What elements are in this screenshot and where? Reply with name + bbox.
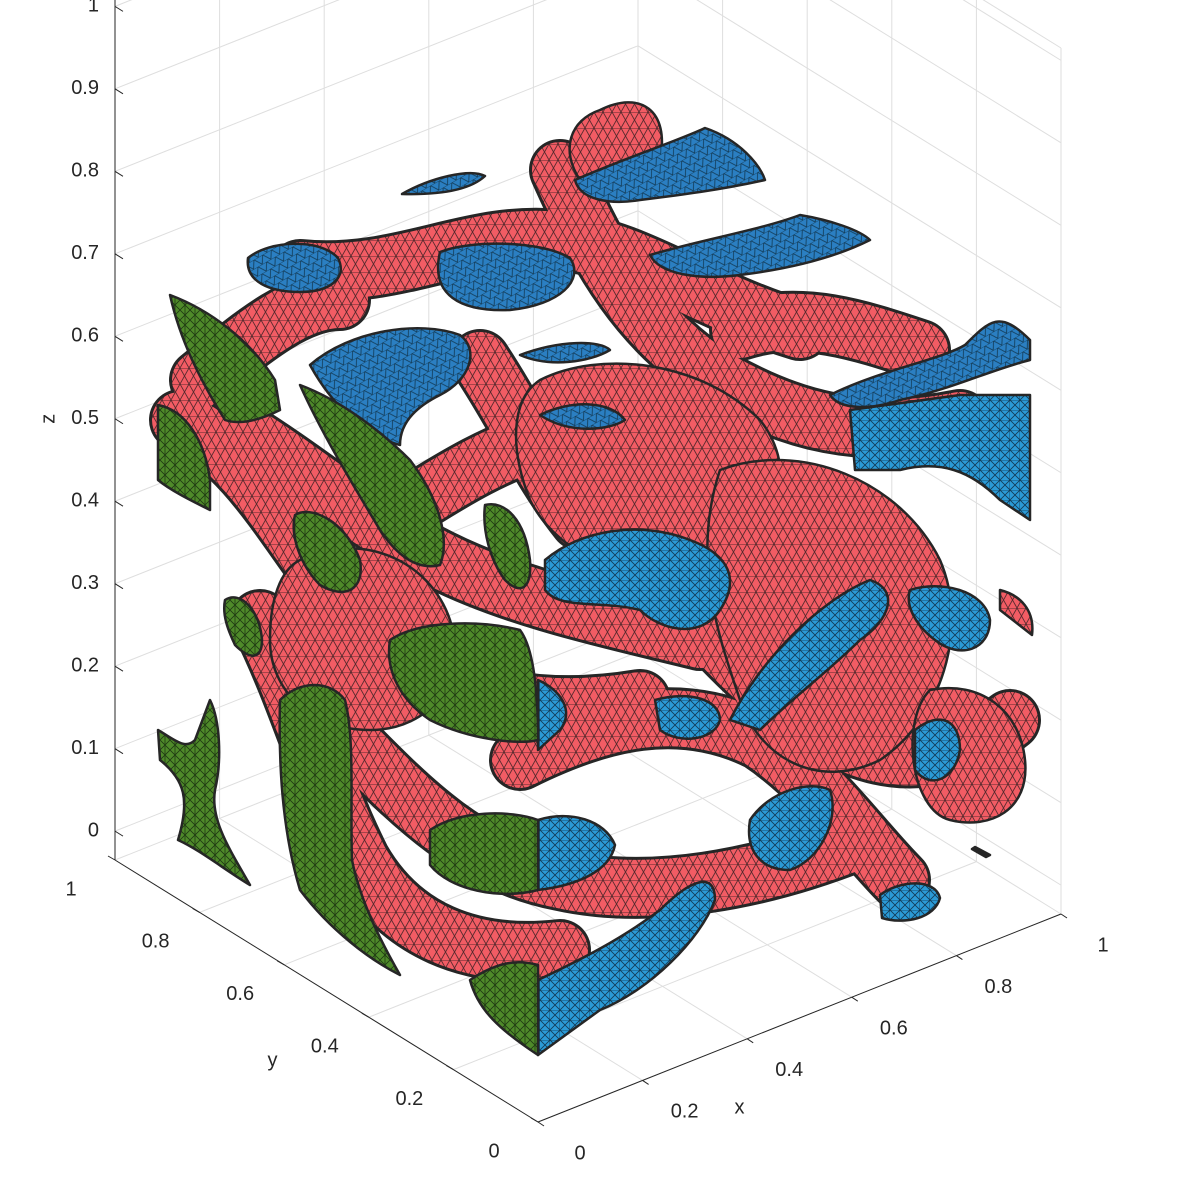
x-tick-label: 0.4 xyxy=(775,1059,803,1081)
axes: 0 0.2 0.4 0.6 0.8 1 0 0.2 0.4 0.6 0.8 1 0 0.1 0.2 0.3 0.… xyxy=(37,0,1109,1164)
z-tick-label: 0.5 xyxy=(71,407,99,429)
z-tick-label: 0 xyxy=(88,819,99,841)
y-tick xyxy=(530,1117,539,1123)
z-tick-label: 0.4 xyxy=(71,490,99,512)
x-tick xyxy=(642,1079,649,1085)
x-tick xyxy=(956,955,963,961)
z-tick xyxy=(114,748,124,755)
z-tick xyxy=(114,830,124,837)
z-tick-label: 0.1 xyxy=(71,737,99,759)
y-axis-label: y xyxy=(268,1049,278,1071)
y-tick xyxy=(192,907,200,913)
z-tick xyxy=(114,583,124,590)
z-tick xyxy=(114,418,124,425)
x-tick-label: 0.2 xyxy=(671,1101,699,1123)
z-tick-label: 0.8 xyxy=(71,160,99,182)
y-tick-label: 1 xyxy=(65,878,76,900)
z-tick xyxy=(114,335,124,342)
y-tick-label: 0.2 xyxy=(395,1088,423,1110)
z-tick-label: 0.6 xyxy=(71,325,99,347)
gridline-z xyxy=(637,45,1062,309)
x-tick-label: 0.6 xyxy=(880,1017,908,1039)
z-tick-label: 0.9 xyxy=(71,77,99,99)
x-tick-label: 0 xyxy=(574,1142,585,1164)
z-tick-label: 1 xyxy=(88,0,99,17)
x-axis-line xyxy=(537,913,1062,1123)
y-tick-label: 0.8 xyxy=(142,931,170,953)
z-tick xyxy=(114,170,124,177)
x-tick xyxy=(746,1038,754,1044)
x-tick-label: 0.8 xyxy=(984,976,1012,998)
z-tick xyxy=(114,500,124,507)
gridline-z xyxy=(114,45,639,255)
z-tick xyxy=(114,88,124,95)
y-tick xyxy=(446,1065,454,1071)
x-axis-label: x xyxy=(735,1096,745,1118)
z-tick-label: 0.2 xyxy=(71,654,99,676)
x-tick xyxy=(1060,913,1068,919)
z-tick-label: 0.3 xyxy=(71,572,99,594)
isosurface xyxy=(149,101,1041,1057)
z-axis-label: z xyxy=(37,414,59,424)
z-tick xyxy=(114,253,124,260)
box-edge xyxy=(982,0,1062,49)
y-tick xyxy=(361,1012,370,1018)
z-tick xyxy=(114,5,124,12)
gridline-z xyxy=(829,0,1062,144)
y-axis-line xyxy=(114,859,539,1123)
y-tick-label: 0 xyxy=(488,1140,499,1162)
y-tick-label: 0.6 xyxy=(226,983,254,1005)
gridline-z xyxy=(114,0,548,172)
gridline-z xyxy=(962,0,1062,61)
y-tick-label: 0.4 xyxy=(311,1035,339,1057)
gridline-z xyxy=(696,0,1062,226)
y-tick xyxy=(276,960,285,966)
x-tick-label: 1 xyxy=(1097,934,1108,956)
z-tick-label: 0.7 xyxy=(71,242,99,264)
z-tick xyxy=(114,665,124,672)
x-tick xyxy=(851,996,859,1002)
gridline-z xyxy=(114,0,133,7)
y-tick xyxy=(107,855,116,861)
x-tick xyxy=(537,1121,545,1127)
gridline-z xyxy=(114,0,340,90)
